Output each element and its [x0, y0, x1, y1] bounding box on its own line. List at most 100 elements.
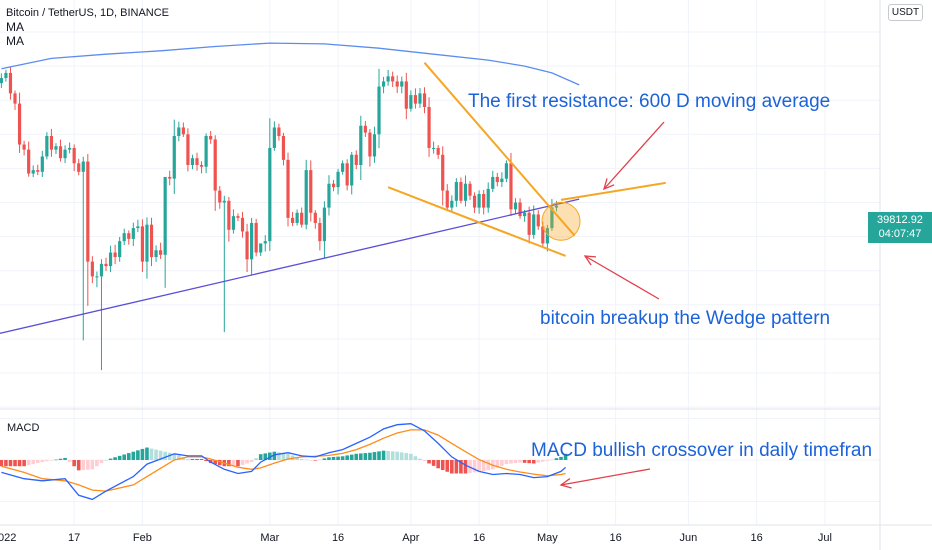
candle-body [309, 170, 313, 213]
symbol-title[interactable]: Bitcoin / TetherUS, 1D, BINANCE [6, 7, 170, 19]
candle-body [22, 144, 26, 150]
macd-arrow-head [559, 478, 572, 489]
signal-line [1, 429, 566, 492]
candle-body [36, 170, 40, 172]
resistance-arrow-head [603, 178, 615, 191]
candle-body [240, 217, 245, 232]
candle-body [454, 182, 458, 201]
histogram-bar [431, 460, 436, 466]
histogram-bar [8, 460, 13, 467]
ma-indicator-2[interactable]: MA [6, 34, 24, 48]
candle-body [145, 224, 149, 262]
candle-body [17, 103, 22, 145]
candle-body [541, 226, 545, 244]
candle-body [45, 136, 49, 157]
price-axis-bg [880, 0, 932, 550]
time-tick-label: Jul [818, 532, 832, 544]
candle-body [300, 212, 304, 225]
candle-body [422, 93, 427, 108]
candle-body [341, 163, 345, 172]
candle-body [368, 132, 372, 157]
histogram-bar [0, 460, 4, 467]
macd-histogram [0, 447, 568, 474]
histogram-bar [67, 460, 72, 463]
currency-button[interactable]: USDT [888, 4, 923, 21]
histogram-bar [76, 460, 81, 471]
macd-line [1, 423, 567, 501]
time-tick-label: Feb [133, 532, 152, 544]
candle-body [168, 176, 172, 179]
histogram-bar [22, 460, 26, 467]
candle-body [236, 216, 240, 218]
candle-body [377, 86, 381, 135]
candle-body [354, 154, 358, 165]
candle-body [523, 212, 527, 217]
histogram-bar [545, 460, 550, 461]
candle-body [509, 163, 513, 210]
histogram-bar [354, 453, 359, 460]
histogram-bar [131, 451, 136, 460]
histogram-bar [95, 460, 99, 467]
histogram-bar [268, 452, 272, 460]
time-tick-label: Jun [680, 532, 698, 544]
histogram-bar [504, 460, 509, 465]
histogram-bar [308, 460, 313, 461]
histogram-bar [404, 453, 409, 460]
candle-body [195, 158, 199, 165]
time-tick-label: 17 [68, 532, 80, 544]
candle-body [277, 127, 281, 137]
candle-body [118, 241, 122, 258]
histogram-bar [272, 451, 277, 460]
histogram-bar [368, 452, 372, 460]
candle-body [468, 183, 472, 196]
candle-body [254, 222, 258, 253]
candle-body [304, 170, 308, 225]
histogram-bar [536, 460, 541, 463]
histogram-bar [158, 450, 163, 460]
chart-legend: Bitcoin / TetherUS, 1D, BINANCE MA MA [6, 6, 169, 48]
candle-body [263, 241, 267, 244]
time-tick-label: 16 [332, 532, 344, 544]
candle-body [459, 182, 463, 201]
candle-body [441, 154, 445, 191]
histogram-bar [172, 453, 177, 460]
histogram-bar [217, 460, 222, 466]
histogram-bar [336, 456, 340, 460]
breakout-line [560, 181, 666, 201]
candle-body [159, 250, 163, 255]
candle-body [536, 214, 540, 227]
histogram-bar [563, 453, 568, 460]
candle-body [491, 176, 495, 189]
histogram-bar [286, 453, 290, 460]
histogram-bar [418, 458, 422, 460]
candle-body [363, 125, 367, 133]
candle-body [27, 149, 31, 174]
histogram-bar [518, 460, 522, 463]
candle-body [54, 146, 58, 150]
last-price: 39812.92 [877, 214, 923, 226]
histogram-bar [513, 460, 518, 464]
candle-body [336, 171, 340, 188]
ma600-line [1, 42, 580, 86]
histogram-bar [227, 460, 231, 467]
candle-body [318, 222, 322, 242]
histogram-bar [427, 460, 431, 464]
candle-body [31, 170, 35, 174]
histogram-bar [231, 460, 236, 467]
candle-body [190, 158, 195, 165]
histogram-bar [4, 460, 8, 467]
time-tick-label: 022 [0, 532, 16, 544]
ma-indicator-1[interactable]: MA [6, 20, 24, 34]
histogram-bar [436, 460, 440, 469]
histogram-bar [254, 458, 258, 460]
candle-body [90, 261, 94, 277]
candle-body [386, 76, 390, 82]
histogram-bar [99, 460, 104, 464]
histogram-bar [463, 460, 468, 474]
candle-body [359, 125, 363, 165]
histogram-bar [399, 452, 404, 460]
candle-body [290, 217, 295, 223]
candle-body [204, 136, 208, 167]
histogram-bar [45, 460, 49, 462]
